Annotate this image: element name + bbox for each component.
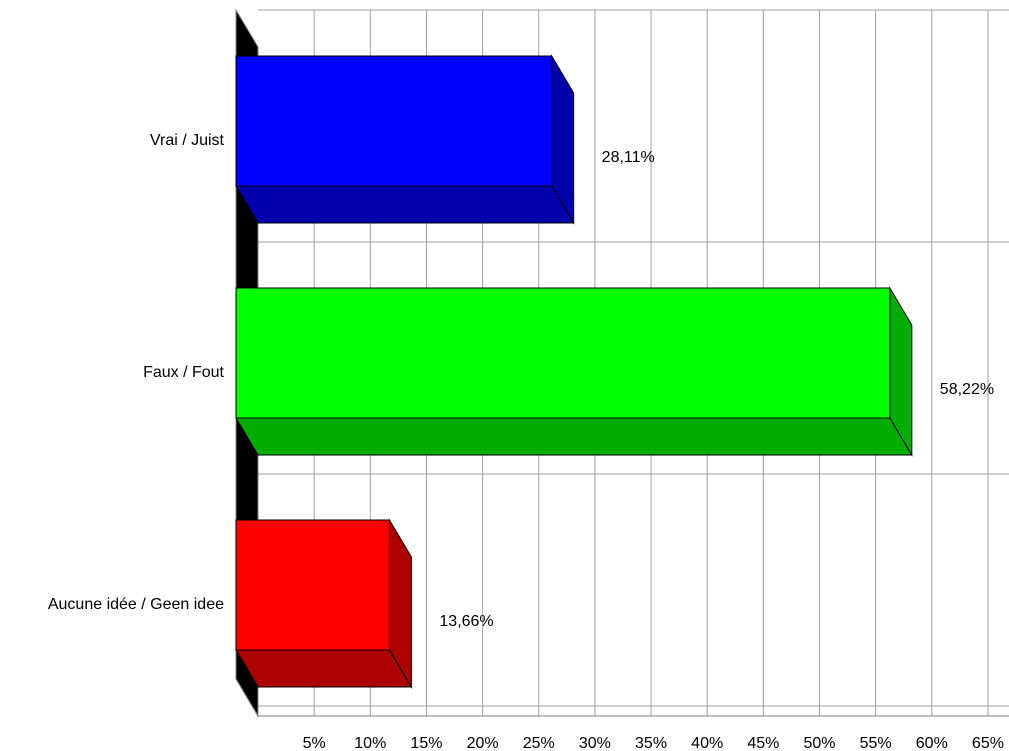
bar-bottom-face <box>235 185 575 224</box>
x-tick-label: 25% <box>523 735 555 751</box>
labels: 5% 10% 15% 20% 25% 30% 35% 40% 45% 50% 55% 60% 65% Vr… <box>48 132 1004 751</box>
bar <box>235 54 575 225</box>
x-tick-label: 30% <box>579 735 611 751</box>
bar-front-face <box>235 287 891 419</box>
floor-edge <box>235 678 259 717</box>
category-label: Faux / Fout <box>143 364 224 381</box>
x-tick-label: 5% <box>303 735 326 751</box>
x-tick-label: 15% <box>410 735 442 751</box>
x-tick-label: 45% <box>747 735 779 751</box>
bar-front-face <box>235 519 390 651</box>
category-label: Aucune idée / Geen idee <box>48 596 224 613</box>
x-tick-label: 50% <box>803 735 835 751</box>
x-tick-label: 55% <box>860 735 892 751</box>
bars <box>235 54 913 689</box>
x-tick-label: 60% <box>916 735 948 751</box>
bar-front-face <box>235 55 553 187</box>
bar <box>235 518 413 689</box>
bar <box>235 286 913 457</box>
bar-bottom-face <box>235 417 913 456</box>
x-tick-label: 65% <box>972 735 1004 751</box>
data-label: 58,22% <box>940 381 994 398</box>
data-label: 28,11% <box>602 149 655 166</box>
data-label: 13,66% <box>439 613 493 630</box>
x-tick-label: 20% <box>467 735 499 751</box>
x-tick-label: 35% <box>635 735 667 751</box>
x-tick-label: 10% <box>354 735 386 751</box>
category-label: Vrai / Juist <box>150 132 225 149</box>
x-tick-label: 40% <box>691 735 723 751</box>
bar-bottom-face <box>235 649 413 688</box>
